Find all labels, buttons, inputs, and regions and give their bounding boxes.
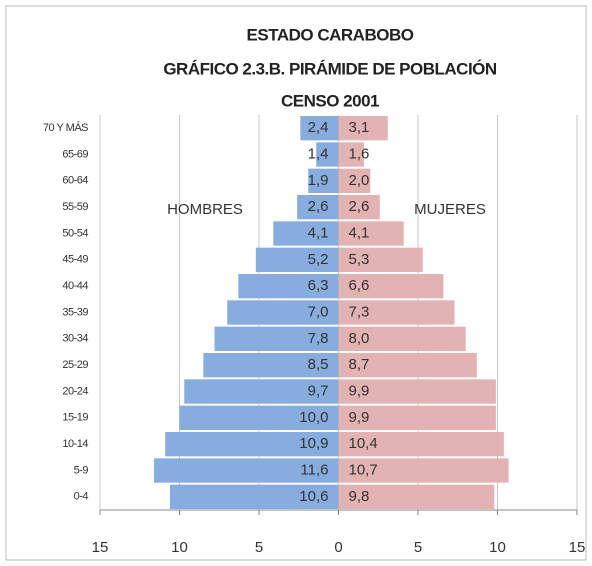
x-tick-label: 10 [171,539,188,556]
value-label: 1,4 [308,145,329,162]
bar [338,247,423,272]
chart-title: ESTADO CARABOBO [247,25,414,44]
value-label: 5,2 [308,251,329,268]
bar [338,195,380,220]
bar [308,168,339,193]
bar [338,168,371,193]
category-label: 40-44 [62,280,88,292]
bar [338,405,496,430]
bar [338,432,504,457]
value-label: 11,6 [300,461,328,478]
value-label: 2,6 [349,198,370,215]
x-tick-label: 5 [414,539,422,556]
value-label: 7,3 [349,303,370,320]
category-label: 60-64 [62,175,88,187]
value-label: 2,0 [349,172,370,189]
bar [169,484,339,509]
bar [338,142,364,167]
bar [238,274,339,299]
series-label: MUJERES [414,201,486,218]
value-label: 2,4 [308,119,329,136]
bar [316,142,339,167]
bar [338,221,404,246]
bar [165,432,339,457]
bar [338,300,455,325]
category-label: 15-19 [62,412,88,424]
category-label: 20-24 [62,385,88,397]
bar [338,379,496,404]
value-label: 1,6 [349,145,370,162]
x-tick-label: 10 [489,539,506,556]
bar [300,116,339,141]
bar [338,274,444,299]
value-label: 8,7 [349,356,370,373]
value-label: 10,4 [349,435,378,452]
category-label: 45-49 [62,254,88,266]
value-label: 9,8 [349,488,370,505]
value-label: 4,1 [308,224,329,241]
category-label: 65-69 [62,148,88,160]
value-label: 7,8 [308,330,329,347]
category-label: 25-29 [62,359,88,371]
value-label: 6,3 [308,277,329,294]
bar [338,458,509,483]
category-label: 30-34 [62,333,88,345]
bar [227,300,339,325]
value-label: 2,6 [308,198,329,215]
value-label: 1,9 [308,172,329,189]
value-label: 3,1 [349,119,370,136]
bar [273,221,339,246]
bar [203,353,339,378]
chart-title: GRÁFICO 2.3.B. PIRÁMIDE DE POBLACIÓN [163,59,497,78]
value-label: 7,0 [308,303,329,320]
value-label: 10,9 [299,435,328,452]
bar [255,247,339,272]
category-label: 70 Y MÁS [43,121,88,134]
category-label: 55-59 [62,201,88,213]
bar [338,484,495,509]
bar [338,326,466,351]
value-label: 8,0 [349,330,370,347]
bar [338,353,477,378]
category-label: 10-14 [62,438,88,450]
chart-title: CENSO 2001 [281,91,379,110]
value-label: 8,5 [308,356,329,373]
bar [338,116,388,141]
value-label: 10,7 [349,461,378,478]
bar [297,195,339,220]
bar [214,326,339,351]
x-tick-label: 15 [92,539,109,556]
x-tick-label: 0 [334,539,342,556]
bar [184,379,339,404]
value-label: 10,6 [299,488,328,505]
category-label: 0-4 [74,491,89,503]
value-label: 9,9 [349,382,370,399]
value-label: 4,1 [349,224,370,241]
category-label: 50-54 [62,227,88,239]
value-label: 6,6 [349,277,370,294]
series-label: HOMBRES [167,201,243,218]
bar [179,405,339,430]
value-label: 5,3 [349,251,370,268]
x-tick-label: 15 [569,539,586,556]
x-tick-label: 5 [255,539,263,556]
category-label: 35-39 [62,306,88,318]
value-label: 9,9 [349,409,370,426]
value-label: 9,7 [308,382,329,399]
category-label: 5-9 [74,464,89,476]
value-label: 10,0 [299,409,328,426]
bar [154,458,339,483]
